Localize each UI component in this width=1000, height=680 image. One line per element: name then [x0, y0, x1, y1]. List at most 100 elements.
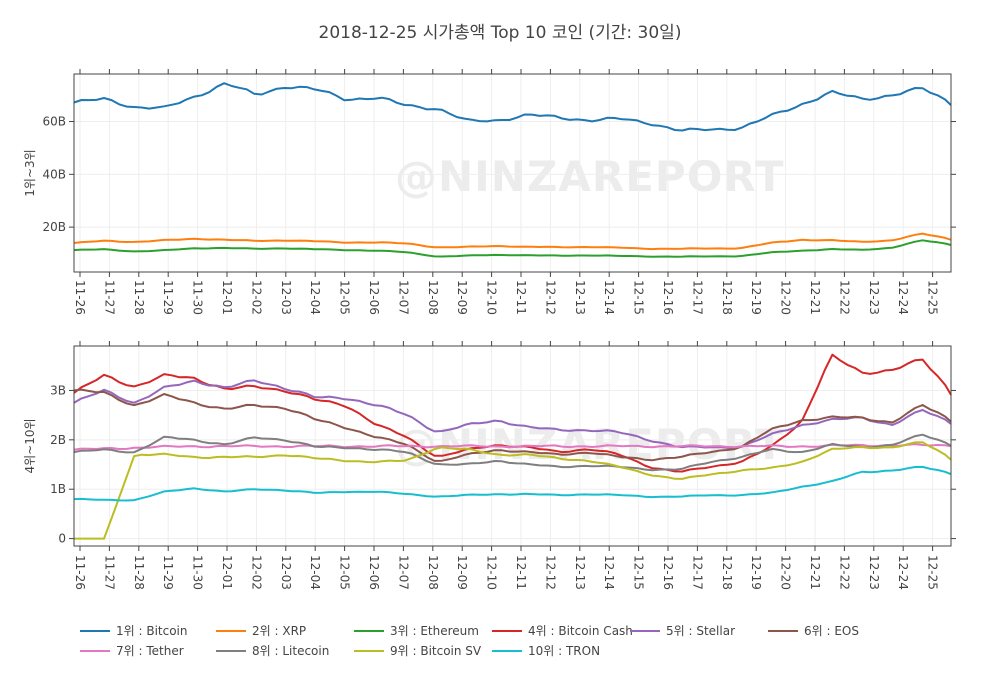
- x-tick-label: 12-04: [308, 555, 322, 590]
- x-tick-label: 12-01: [220, 280, 234, 315]
- y-tick-label: 3B: [50, 383, 66, 397]
- y-tick-label: 2B: [50, 433, 66, 447]
- x-tick-label: 11-27: [102, 280, 116, 315]
- legend-swatch: [354, 649, 384, 652]
- x-tick-label: 12-05: [338, 280, 352, 315]
- legend-item[interactable]: 2위 : XRP: [216, 622, 306, 639]
- x-tick-label: 11-28: [132, 280, 146, 315]
- legend-item[interactable]: 8위 : Litecoin: [216, 642, 329, 659]
- x-tick-label: 12-11: [514, 280, 528, 315]
- x-tick-label: 12-25: [926, 280, 940, 315]
- legend-item[interactable]: 7위 : Tether: [80, 642, 184, 659]
- series-line-11: [73, 379, 952, 450]
- series-line-13: [73, 443, 952, 451]
- x-tick-label: 12-17: [690, 280, 704, 315]
- legend-item[interactable]: 3위 : Ethereum: [354, 622, 479, 639]
- x-tick-label: 12-23: [867, 555, 881, 590]
- legend-item[interactable]: 6위 : EOS: [768, 622, 859, 639]
- y-tick-label: 60B: [42, 115, 66, 129]
- x-tick-label: 12-21: [808, 555, 822, 590]
- x-tick-label: 12-07: [396, 280, 410, 315]
- series-line-15: [74, 441, 952, 540]
- series-line-2: [73, 239, 952, 258]
- x-tick-label: 12-04: [308, 280, 322, 315]
- y-tick-label: 1B: [50, 482, 66, 496]
- x-tick-label: 12-12: [543, 280, 557, 315]
- x-tick-label: 12-24: [896, 280, 910, 315]
- legend-label: 10위 : TRON: [528, 644, 601, 658]
- y-tick-label: 0: [58, 532, 66, 546]
- legend-swatch: [492, 649, 522, 652]
- x-tick-label: 12-05: [338, 555, 352, 590]
- legend-item[interactable]: 4위 : Bitcoin Cash: [492, 622, 633, 639]
- x-tick-label: 12-22: [837, 555, 851, 590]
- x-tick-label: 12-17: [690, 555, 704, 590]
- x-tick-label: 12-16: [661, 555, 675, 590]
- x-tick-label: 12-20: [779, 555, 793, 590]
- legend-label: 1위 : Bitcoin: [116, 624, 188, 638]
- legend-label: 9위 : Bitcoin SV: [390, 644, 482, 658]
- x-tick-label: 12-21: [808, 280, 822, 315]
- x-tick-label: 12-11: [514, 555, 528, 590]
- legend-swatch: [492, 629, 522, 632]
- legend-item[interactable]: 1위 : Bitcoin: [80, 622, 188, 639]
- x-tick-label: 12-14: [602, 555, 616, 590]
- x-tick-label: 12-09: [455, 280, 469, 315]
- legend-item[interactable]: 5위 : Stellar: [630, 622, 735, 639]
- series-line-12: [73, 388, 952, 462]
- x-tick-label: 12-02: [249, 280, 263, 315]
- x-tick-label: 12-10: [485, 280, 499, 315]
- x-tick-label: 12-24: [896, 555, 910, 590]
- x-tick-label: 12-23: [867, 280, 881, 315]
- x-tick-label: 12-15: [632, 555, 646, 590]
- y-tick-label: 40B: [42, 167, 66, 181]
- legend-item[interactable]: 10위 : TRON: [492, 642, 600, 659]
- y-axis-title: 1위~3위: [23, 149, 37, 196]
- x-tick-label: 12-19: [749, 280, 763, 315]
- x-tick-label: 12-08: [426, 280, 440, 315]
- x-tick-label: 12-03: [279, 280, 293, 315]
- x-tick-label: 12-07: [396, 555, 410, 590]
- x-tick-label: 12-18: [720, 280, 734, 315]
- x-tick-label: 12-15: [632, 280, 646, 315]
- x-tick-label: 12-22: [837, 280, 851, 315]
- legend-swatch: [216, 649, 246, 652]
- legend-swatch: [216, 629, 246, 632]
- x-tick-label: 11-30: [191, 555, 205, 590]
- series-line-1: [73, 232, 952, 251]
- plot-frame: [73, 345, 952, 547]
- legend-swatch: [354, 629, 384, 632]
- legend-label: 8위 : Litecoin: [252, 644, 330, 658]
- legend-label: 7위 : Tether: [116, 644, 184, 658]
- plot-frame: [73, 73, 952, 273]
- x-tick-label: 11-26: [73, 280, 87, 315]
- legend-label: 5위 : Stellar: [666, 624, 736, 638]
- x-tick-label: 12-25: [926, 555, 940, 590]
- x-tick-label: 12-03: [279, 555, 293, 590]
- x-tick-label: 12-06: [367, 555, 381, 590]
- x-tick-label: 12-10: [485, 555, 499, 590]
- legend-label: 6위 : EOS: [804, 624, 859, 638]
- legend-swatch: [80, 649, 110, 652]
- x-tick-label: 12-08: [426, 555, 440, 590]
- x-tick-label: 11-28: [132, 555, 146, 590]
- series-line-16: [73, 465, 952, 502]
- x-tick-label: 12-12: [543, 555, 557, 590]
- series-line-0: [73, 82, 952, 132]
- x-tick-label: 11-26: [73, 555, 87, 590]
- x-tick-label: 12-19: [749, 555, 763, 590]
- series-line-14: [73, 433, 952, 472]
- x-tick-label: 12-06: [367, 280, 381, 315]
- x-tick-label: 12-18: [720, 555, 734, 590]
- legend-label: 3위 : Ethereum: [390, 624, 479, 638]
- x-tick-label: 11-29: [161, 555, 175, 590]
- x-tick-label: 12-13: [573, 555, 587, 590]
- legend-item[interactable]: 9위 : Bitcoin SV: [354, 642, 481, 659]
- legend-swatch: [630, 629, 660, 632]
- x-tick-label: 12-13: [573, 280, 587, 315]
- y-tick-label: 20B: [42, 220, 66, 234]
- watermark-top: @NINZAREPORT: [395, 152, 785, 201]
- x-tick-label: 12-01: [220, 555, 234, 590]
- x-tick-label: 11-27: [102, 555, 116, 590]
